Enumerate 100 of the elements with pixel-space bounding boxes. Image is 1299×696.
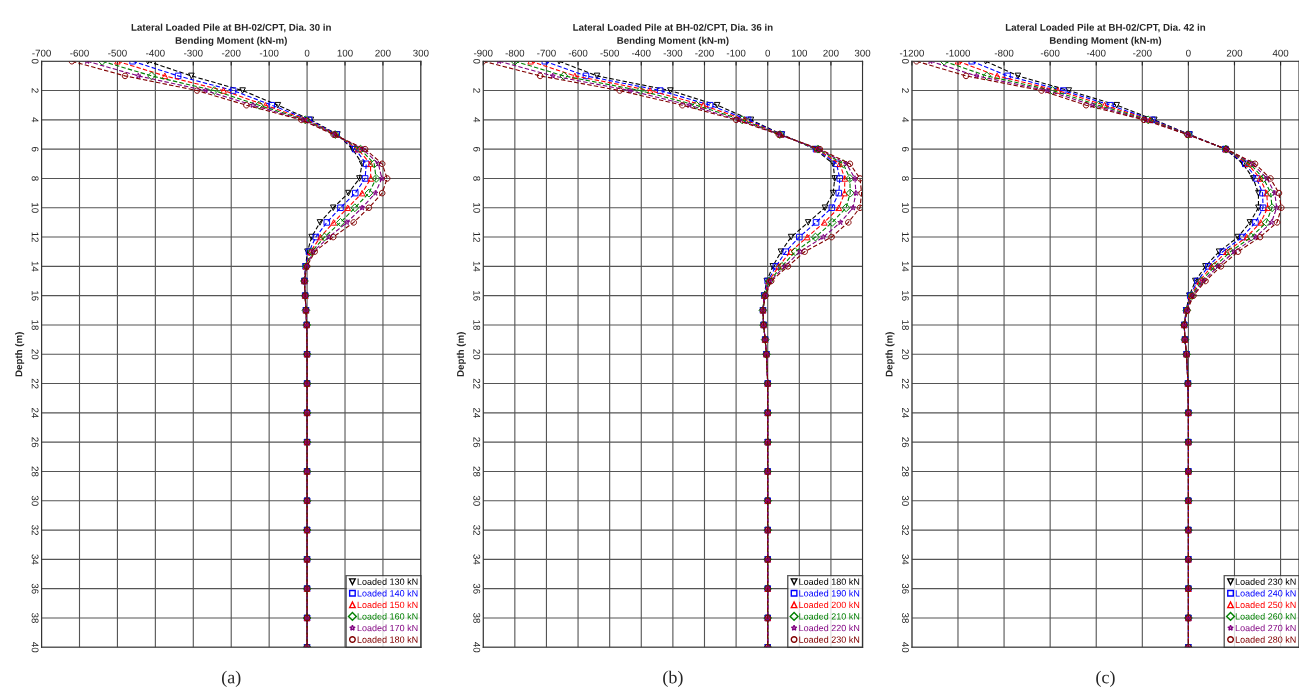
- y-tick-label: 10: [473, 203, 481, 213]
- legend-label: Loaded 250 kN: [1235, 601, 1296, 609]
- y-tick-label: 22: [902, 378, 909, 389]
- x-tick-label: -300: [183, 49, 203, 57]
- x-tick-label: -200: [221, 49, 241, 57]
- legend-label: Loaded 180 kN: [357, 636, 418, 643]
- legend-label: Loaded 230 kN: [1235, 578, 1296, 585]
- x-tick-label: 200: [823, 49, 839, 57]
- y-tick-label: 8: [901, 176, 909, 181]
- x-tick-label: -400: [631, 49, 651, 57]
- x-tick-label: 200: [375, 49, 391, 57]
- y-tick-label: 26: [473, 437, 481, 448]
- x-tick-label: -400: [146, 49, 165, 57]
- x-axis-title: Bending Moment (kN-m): [617, 36, 729, 46]
- x-tick-label: 100: [337, 49, 353, 57]
- legend-label: Loaded 210 kN: [799, 613, 860, 620]
- y-tick-label: 4: [902, 117, 909, 123]
- y-tick-label: 0: [901, 58, 909, 64]
- legend-label: Loaded 130 kN: [357, 578, 418, 585]
- x-axis-title: Bending Moment (kN-m): [1049, 36, 1162, 46]
- y-tick-label: 34: [31, 554, 39, 565]
- y-tick-label: 36: [901, 583, 909, 594]
- y-tick-label: 30: [31, 495, 39, 506]
- text: (b): [663, 670, 683, 688]
- y-axis-title: Depth (m): [885, 332, 895, 377]
- y-tick-label: 12: [31, 232, 39, 242]
- y-tick-label: 40: [31, 642, 39, 653]
- y-tick-label: 8: [473, 176, 481, 181]
- chart-title: Lateral Loaded Pile at BH-02/CPT, Dia. 30 in: [131, 23, 331, 33]
- legend-label: Loaded 270 kN: [1235, 624, 1296, 632]
- y-tick-label: 2: [473, 88, 481, 93]
- x-tick-label: -600: [1040, 49, 1060, 57]
- x-tick-label: -600: [70, 49, 89, 57]
- y-tick-label: 30: [473, 495, 481, 506]
- x-axis-title: Bending Moment (kN-m): [175, 36, 287, 46]
- legend-label: Loaded 160 kN: [357, 613, 418, 620]
- y-tick-label: 28: [473, 466, 481, 477]
- y-tick-label: 16: [473, 291, 481, 301]
- y-tick-label: 8: [31, 176, 39, 181]
- legend-label: Loaded 240 kN: [1235, 589, 1296, 597]
- text: (c): [1096, 670, 1115, 688]
- y-tick-label: 20: [31, 349, 39, 360]
- x-tick-label: -200: [695, 49, 714, 57]
- y-tick-label: 14: [31, 261, 39, 272]
- y-tick-label: 4: [31, 117, 39, 123]
- x-tick-label: 300: [413, 49, 429, 57]
- y-tick-label: 32: [31, 525, 39, 535]
- y-tick-label: 34: [901, 554, 909, 565]
- y-tick-label: 40: [901, 642, 909, 653]
- y-tick-label: 26: [901, 437, 909, 448]
- x-tick-label: -100: [726, 49, 746, 57]
- x-tick-label: -900: [473, 49, 493, 57]
- y-tick-label: 20: [473, 349, 481, 360]
- x-tick-label: -1000: [945, 49, 971, 57]
- chart-title: Lateral Loaded Pile at BH-02/CPT, Dia. 42 in: [1005, 23, 1206, 33]
- y-tick-label: 36: [31, 583, 39, 594]
- y-tick-label: 12: [902, 232, 909, 242]
- y-tick-label: 18: [901, 320, 909, 330]
- y-tick-label: 4: [473, 117, 481, 123]
- x-tick-label: -1200: [899, 49, 924, 57]
- text: (a): [222, 670, 241, 688]
- y-tick-label: 6: [901, 146, 909, 152]
- legend-label: Loaded 170 kN: [357, 624, 418, 632]
- legend-label: Loaded 150 kN: [357, 601, 418, 609]
- y-tick-label: 10: [31, 203, 39, 213]
- y-tick-label: 32: [473, 525, 481, 535]
- y-tick-label: 32: [901, 525, 909, 535]
- y-tick-label: 0: [473, 58, 481, 64]
- chart-title: Lateral Loaded Pile at BH-02/CPT, Dia. 36 in: [573, 23, 773, 33]
- y-tick-label: 38: [473, 612, 481, 623]
- y-tick-label: 24: [473, 407, 481, 418]
- x-tick-label: -700: [32, 49, 51, 57]
- y-tick-label: 34: [473, 554, 481, 565]
- y-tick-label: 12: [473, 232, 481, 242]
- y-tick-label: 38: [31, 612, 39, 623]
- legend-label: Loaded 140 kN: [357, 589, 418, 597]
- legend-label: Loaded 230 kN: [799, 636, 860, 643]
- x-tick-label: -800: [505, 49, 525, 57]
- y-tick-label: 28: [901, 466, 909, 477]
- y-tick-label: 6: [31, 146, 39, 152]
- x-tick-label: -700: [537, 49, 556, 57]
- y-tick-label: 22: [473, 378, 481, 389]
- y-tick-label: 16: [901, 291, 909, 301]
- y-tick-label: 18: [473, 320, 481, 330]
- x-tick-label: -800: [994, 49, 1014, 57]
- x-tick-label: 300: [854, 49, 871, 57]
- y-tick-label: 26: [31, 437, 39, 448]
- x-tick-label: 0: [304, 49, 310, 57]
- y-tick-label: 22: [31, 378, 39, 389]
- y-tick-label: 10: [901, 203, 909, 213]
- y-tick-label: 40: [473, 642, 481, 653]
- legend-label: Loaded 190 kN: [799, 589, 860, 597]
- y-tick-label: 2: [902, 88, 909, 93]
- y-axis-title: Depth (m): [15, 332, 25, 377]
- x-tick-label: -600: [568, 49, 588, 57]
- x-tick-label: -300: [663, 49, 683, 57]
- x-tick-label: -200: [1133, 49, 1152, 57]
- y-tick-label: 24: [902, 407, 909, 418]
- x-tick-label: -500: [600, 49, 620, 57]
- x-tick-label: -400: [1086, 49, 1106, 57]
